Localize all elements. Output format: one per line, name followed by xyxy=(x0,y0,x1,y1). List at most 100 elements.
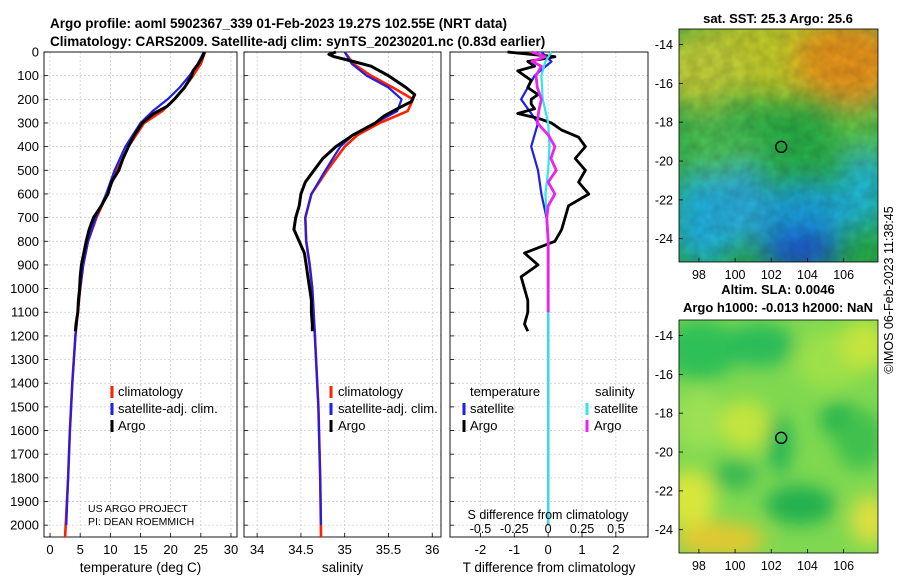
sla-map-title-1: Altim. SLA: 0.0046 xyxy=(721,282,834,297)
map-y-tick-label: -20 xyxy=(655,155,673,169)
legend-label-satellite-adj: satellite-adj. clim. xyxy=(118,401,218,416)
s-difference-ticks: -0.5 -0.25 0 0.25 0.5 xyxy=(470,522,625,536)
map-y-tick-label: -22 xyxy=(655,484,673,498)
sst-map-axes: 98 100 102 104 106 -14 -16 -18 -20 -22 -24 xyxy=(655,38,854,282)
map-x-tick-label: 100 xyxy=(725,559,746,573)
y-tick-label: 900 xyxy=(17,257,39,272)
map-y-tick-label: -24 xyxy=(655,232,673,246)
x-tick-label: 35.5 xyxy=(376,542,401,557)
legend-label-climatology: climatology xyxy=(338,384,404,399)
y-tick-label: 1600 xyxy=(10,423,39,438)
x-tick-label: 34.5 xyxy=(288,542,313,557)
figure-title-line1: Argo profile: aoml 5902367_339 01-Feb-20… xyxy=(50,16,507,31)
profile-location-marker xyxy=(775,431,788,445)
y-tick-label: 500 xyxy=(17,163,39,178)
x-axis-label: salinity xyxy=(322,560,364,575)
legend-title-salinity: salinity xyxy=(595,384,635,399)
map-y-tick-label: -18 xyxy=(655,116,673,130)
map-x-tick-label: 98 xyxy=(692,268,706,282)
axes-frame xyxy=(243,51,442,538)
map-x-tick-label: 104 xyxy=(797,559,818,573)
series-satellite-adj-clim- xyxy=(304,51,403,526)
temperature-panel: 0 5 10 15 20 25 30 temperature (deg C) 0 100 200 30… xyxy=(10,45,238,576)
axes-frame xyxy=(449,51,649,538)
y-tick-label: 100 xyxy=(17,68,39,83)
series-climatology xyxy=(63,51,207,538)
sla-map-title-2: Argo h1000: -0.013 h2000: NaN xyxy=(683,300,873,315)
legend-label-satellite-adj: satellite-adj. clim. xyxy=(338,401,438,416)
s-tick-label: 0 xyxy=(545,522,552,536)
legend-label-argo-temp: Argo xyxy=(470,418,497,433)
x-axis-label: temperature (deg C) xyxy=(80,560,202,575)
x-tick-label: 10 xyxy=(103,542,117,557)
x-tick-label: 35 xyxy=(337,542,351,557)
figure-title-line2: Climatology: CARS2009. Satellite-adj cli… xyxy=(50,34,545,49)
y-tick-label: 1100 xyxy=(11,305,39,320)
map-x-tick-label: 98 xyxy=(692,559,706,573)
map-y-tick-label: -22 xyxy=(655,193,673,207)
map-x-tick-label: 102 xyxy=(761,268,782,282)
map-x-tick-label: 100 xyxy=(725,268,746,282)
s-tick-label: 0.25 xyxy=(570,522,594,536)
x-tick-label: 36 xyxy=(425,542,439,557)
x-tick-label: 2 xyxy=(612,542,619,557)
difference-panel: -2 -1 0 1 2 T difference from climatology xyxy=(449,50,649,575)
salinity-legend: climatology satellite-adj. clim. Argo xyxy=(329,384,438,433)
x-tick-label: 0 xyxy=(46,542,53,557)
y-tick-label: 1500 xyxy=(10,399,39,414)
credit-line1: US ARGO PROJECT xyxy=(88,503,188,515)
y-tick-label: 700 xyxy=(17,210,39,225)
sst-heatmap xyxy=(679,29,878,262)
y-tick-label: 800 xyxy=(17,234,39,249)
y-tick-label: 1400 xyxy=(10,376,39,391)
series-climatology xyxy=(303,51,415,538)
y-tick-label: 1900 xyxy=(10,494,39,509)
map-x-tick-label: 106 xyxy=(833,268,854,282)
map-x-tick-label: 106 xyxy=(833,559,854,573)
legend-title-temperature: temperature xyxy=(470,384,540,399)
series-argo xyxy=(292,50,417,332)
y-tick-label: 2000 xyxy=(10,518,39,533)
s-difference-label: S difference from climatology xyxy=(468,508,630,522)
legend-label-argo-sal: Argo xyxy=(594,418,621,433)
x-tick-label: 1 xyxy=(578,542,585,557)
temperature-legend: climatology satellite-adj. clim. Argo xyxy=(110,384,218,433)
legend-label-climatology: climatology xyxy=(118,384,184,399)
y-tick-label: 1200 xyxy=(10,328,39,343)
legend-label-argo: Argo xyxy=(338,418,365,433)
series-argo xyxy=(73,51,206,332)
x-axis-label: T difference from climatology xyxy=(463,560,636,575)
map-y-tick-label: -14 xyxy=(655,38,673,52)
y-tick-label: 200 xyxy=(17,92,39,107)
salinity-panel: 34 34.5 35 35.5 36 salinity xyxy=(243,50,442,575)
sla-heatmap xyxy=(679,320,878,553)
legend-label-sat-sal: satellite xyxy=(594,401,638,416)
sst-map-title: sat. SST: 25.3 Argo: 25.6 xyxy=(703,11,853,26)
map-x-tick-label: 104 xyxy=(797,268,818,282)
y-tick-label: 300 xyxy=(17,115,39,130)
x-tick-label: 0 xyxy=(545,542,552,557)
y-tick-label: 1800 xyxy=(10,470,39,485)
series-salinity-satellite xyxy=(540,51,553,526)
map-y-tick-label: -16 xyxy=(655,77,673,91)
credit-line2: PI: DEAN ROEMMICH xyxy=(88,516,194,528)
y-tick-label: 0 xyxy=(32,45,39,60)
map-y-tick-label: -20 xyxy=(655,446,673,460)
x-tick-label: 20 xyxy=(163,542,177,557)
y-tick-label: 400 xyxy=(17,139,39,154)
legend-label-sat-temp: satellite xyxy=(470,401,514,416)
legend-label-argo: Argo xyxy=(118,418,145,433)
map-y-tick-label: -16 xyxy=(655,368,673,382)
series-satellite-adj-clim- xyxy=(65,51,205,526)
x-tick-label: 25 xyxy=(194,542,208,557)
map-y-tick-label: -18 xyxy=(655,407,673,421)
s-tick-label: -0.25 xyxy=(500,522,529,536)
map-y-tick-label: -24 xyxy=(655,523,673,537)
s-tick-label: -0.5 xyxy=(470,522,492,536)
map-y-tick-label: -14 xyxy=(655,329,673,343)
imos-credit: ©IMOS 06-Feb-2023 11:38:45 xyxy=(882,206,896,373)
y-tick-label: 1700 xyxy=(10,447,39,462)
difference-legend: temperature salinity satellite Argo sate… xyxy=(462,384,638,433)
y-tick-label: 1000 xyxy=(10,281,39,296)
